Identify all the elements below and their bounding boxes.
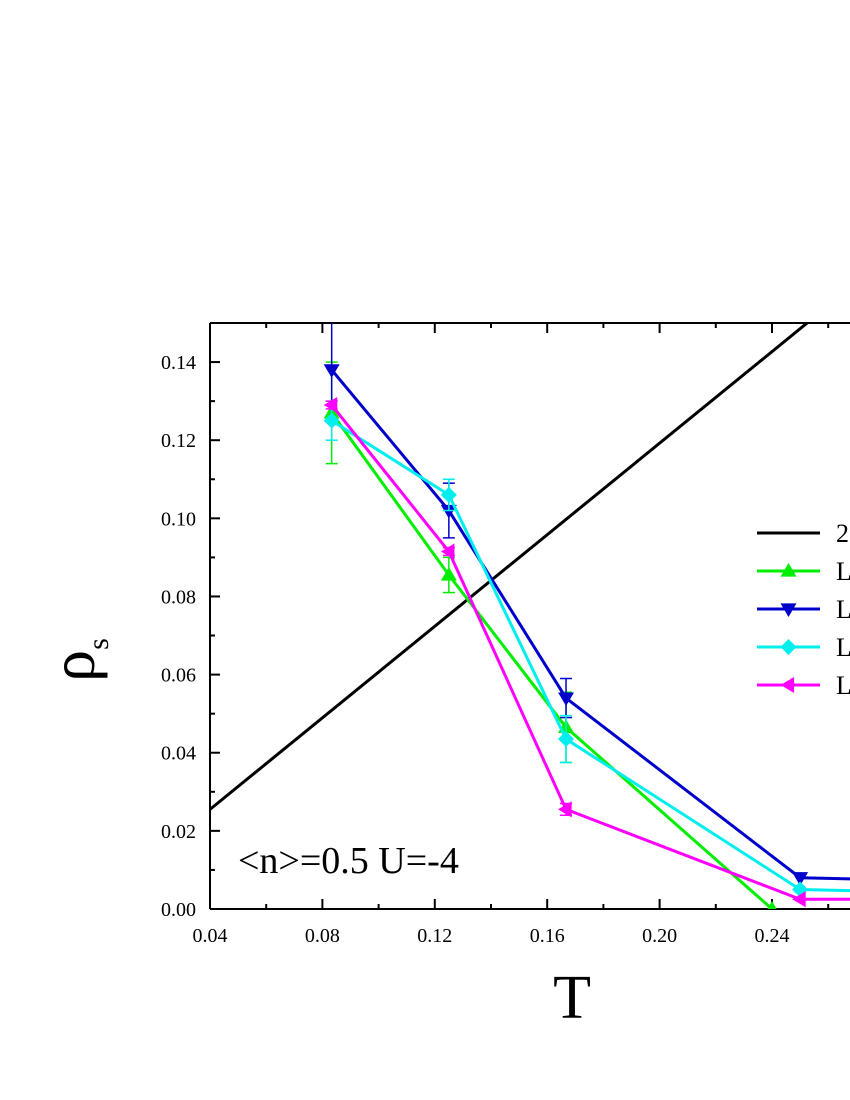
y-tick-label: 0.06 [161, 665, 196, 687]
y-tick-label: 0.08 [161, 586, 196, 608]
x-tick-label: 0.24 [755, 925, 790, 947]
data-point [792, 872, 809, 886]
legend-marker [780, 677, 795, 693]
legend-label: L [836, 557, 850, 586]
legend-label: L [836, 595, 850, 624]
series-3 [323, 400, 850, 898]
x-tick-label: 0.20 [642, 925, 677, 947]
legend-marker [780, 639, 797, 655]
plot-frame [209, 322, 850, 910]
series-line [330, 404, 850, 901]
data-point [323, 364, 340, 378]
data-point [440, 504, 457, 519]
data-point [558, 731, 575, 748]
y-tick-label: 0.10 [161, 508, 196, 530]
x-axis-label: T [553, 964, 591, 1032]
series-line [330, 419, 850, 893]
y-tick-label: 0.12 [161, 430, 196, 452]
series-layer [210, 323, 850, 909]
x-tick-label: 0.16 [530, 925, 565, 947]
y-tick-label: 0.00 [161, 899, 196, 921]
legend-marker [780, 603, 797, 617]
legend-label: 2 [836, 519, 849, 548]
data-point [558, 801, 572, 818]
x-axis-ticks: 0.04 0.08 0.12 0.16 0.20 0.24 [193, 323, 830, 947]
series-line [330, 368, 850, 881]
data-point [323, 412, 340, 429]
legend-label: L [836, 671, 850, 700]
series-line [330, 411, 773, 909]
x-tick-label: 0.08 [305, 925, 340, 947]
series-0 [210, 323, 809, 811]
data-point [440, 486, 457, 503]
data-point [440, 543, 455, 560]
data-point [767, 901, 777, 909]
x-tick-label: 0.04 [193, 925, 228, 947]
y-tick-label: 0.14 [161, 352, 196, 374]
legend-marker [780, 563, 797, 577]
data-point [323, 397, 338, 414]
series-line [210, 323, 809, 811]
annotation-text: <n>=0.5 U=-4 [238, 840, 459, 882]
series-2 [323, 323, 850, 886]
series-4 [323, 397, 850, 908]
y-axis-ticks: 0.00 0.02 0.04 0.06 0.08 0.10 0.12 0.14 [161, 352, 220, 921]
x-tick-label: 0.12 [417, 925, 452, 947]
y-tick-label: 0.02 [161, 821, 196, 843]
y-tick-label: 0.04 [161, 743, 196, 765]
data-point [792, 891, 806, 908]
data-point [558, 692, 575, 707]
legend-label: L [836, 633, 850, 662]
y-axis-label-main: ρ [37, 650, 108, 682]
data-point [440, 566, 457, 581]
y-axis-label-subscript: s [82, 638, 115, 650]
y-axis-label: ρs [37, 638, 115, 682]
